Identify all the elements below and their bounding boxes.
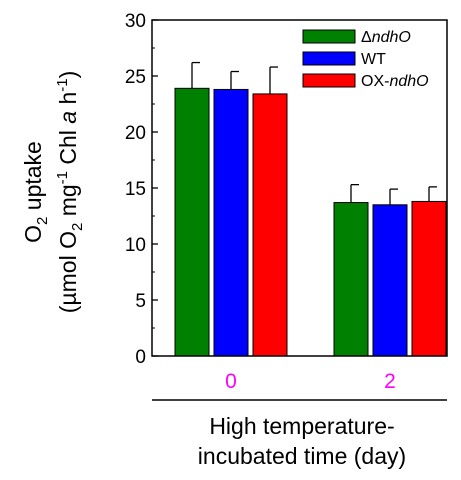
x-axis-label-line2: incubated time (day): [198, 443, 406, 469]
legend-item-2: OX-ndhO: [302, 73, 429, 90]
error-bar-ndho-day-0: [191, 61, 200, 89]
legend-swatch-2: [302, 73, 356, 88]
legend-item-0: ΔndhO: [302, 29, 411, 46]
y-ticks-layer: 0 5 10 15 20 25 30: [125, 11, 158, 368]
y-tick-label-20: 20: [125, 123, 146, 144]
bar-wt-day-2: [372, 204, 408, 357]
legend-label-0: ΔndhO: [361, 29, 411, 46]
legend-swatch-0: [302, 29, 356, 44]
bar-ndho-day-0: [174, 87, 210, 357]
error-bar-ndho-day-2: [350, 183, 359, 203]
bars-layer: [174, 87, 447, 357]
x-tick-label-2: 2: [384, 370, 396, 393]
error-bar-wt-day-0: [230, 70, 239, 90]
y-tick-label-25: 25: [125, 67, 146, 88]
y-tick-label-15: 15: [125, 179, 146, 200]
y-tick-label-0: 0: [135, 347, 146, 368]
error-bars-layer: [191, 61, 437, 205]
bar-oxndho-day-2: [411, 200, 447, 357]
x-axis-label-line1: High temperature-: [209, 413, 394, 439]
legend-swatch-1: [302, 51, 356, 66]
legend-label-1: WT: [361, 51, 386, 68]
legend-item-1: WT: [302, 51, 386, 68]
legend-label-2: OX-ndhO: [361, 73, 429, 90]
y-axis-label-line2: (µmol O2 mg-1 Chl a h-1): [54, 71, 86, 314]
bar-ndho-day-2: [333, 202, 369, 357]
y-axis-label: O2 uptake: [20, 141, 51, 243]
error-bar-oxndho-day-2: [428, 186, 437, 202]
bar-wt-day-0: [213, 88, 249, 357]
x-tick-label-0: 0: [225, 370, 237, 393]
error-bar-oxndho-day-0: [269, 66, 278, 94]
y-tick-label-30: 30: [125, 11, 146, 32]
error-bar-wt-day-2: [389, 188, 398, 205]
legend: ΔndhO WT OX-ndhO: [302, 29, 429, 90]
y-tick-label-10: 10: [125, 235, 146, 256]
bar-oxndho-day-0: [252, 93, 288, 357]
y-axis-label-line1: O2 uptake: [20, 141, 51, 243]
y-tick-label-5: 5: [135, 291, 146, 312]
y-axis-label-units: (µmol O2 mg-1 Chl a h-1): [54, 71, 86, 314]
